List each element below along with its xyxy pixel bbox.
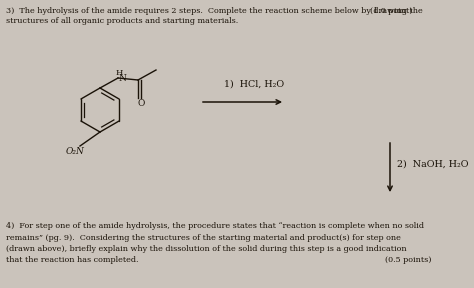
Text: 1)  HCl, H₂O: 1) HCl, H₂O: [225, 80, 284, 89]
Text: (drawn above), briefly explain why the dissolution of the solid during this step: (drawn above), briefly explain why the d…: [6, 245, 407, 253]
Text: remains” (pg. 9).  Considering the structures of the starting material and produ: remains” (pg. 9). Considering the struct…: [6, 234, 401, 242]
Text: 2)  NaOH, H₂O: 2) NaOH, H₂O: [397, 160, 468, 169]
Text: O₂N: O₂N: [66, 147, 85, 156]
Text: structures of all organic products and starting materials.: structures of all organic products and s…: [6, 17, 238, 25]
Text: N: N: [119, 74, 127, 83]
Text: (1.0 point): (1.0 point): [370, 7, 412, 15]
Text: (0.5 points): (0.5 points): [385, 257, 431, 264]
Text: O: O: [138, 99, 146, 108]
Text: that the reaction has completed.: that the reaction has completed.: [6, 257, 138, 264]
Text: 3)  The hydrolysis of the amide requires 2 steps.  Complete the reaction scheme : 3) The hydrolysis of the amide requires …: [6, 7, 423, 15]
Text: H: H: [116, 69, 123, 77]
Text: 4)  For step one of the amide hydrolysis, the procedure states that “reaction is: 4) For step one of the amide hydrolysis,…: [6, 222, 424, 230]
